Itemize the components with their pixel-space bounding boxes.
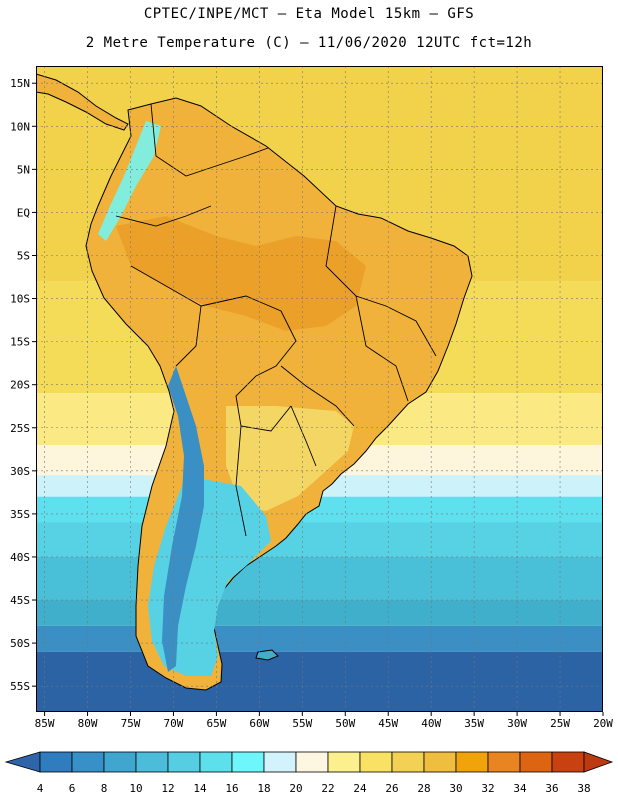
lon-label: 85W [35,717,55,730]
colorbar-label: 14 [193,782,207,795]
southern-brazil-region [226,406,354,511]
colorbar-label: 22 [321,782,334,795]
colorbar-label: 6 [69,782,76,795]
colorbar-label: 4 [37,782,44,795]
colorbar-swatch [199,751,233,773]
lon-label: 50W [335,717,355,730]
colorbar-label: 38 [577,782,590,795]
colorbar-label: 34 [513,782,527,795]
colorbar-swatch [135,751,169,773]
chart-subtitle: 2 Metre Temperature (C) – 11/06/2020 12U… [85,35,533,51]
lon-label: 30W [507,717,527,730]
lon-label: 55W [292,717,312,730]
andes-cold-strip [162,366,204,672]
lat-label: 35S [10,508,30,521]
lat-label: 45S [10,594,30,607]
colorbar-label: 16 [225,782,238,795]
ocean-band-10 [36,600,603,626]
colorbar-swatch [71,751,105,773]
colorbar-swatch [487,751,521,773]
lon-label: 20W [593,717,613,730]
lat-label: 15N [10,77,30,90]
lon-label: 75W [121,717,141,730]
colorbar-label: 28 [417,782,430,795]
lat-label: 25S [10,422,30,435]
lon-label: 70W [164,717,184,730]
chart-title: CPTEC/INPE/MCT – Eta Model 15km – GFS [143,6,475,22]
lat-label: 15S [10,336,30,349]
northern-andes [98,121,161,241]
lat-label: 10N [10,120,30,133]
colorbar-swatch [391,751,425,773]
color-legend: 4 6 8 10 12 14 16 18 20 22 24 26 28 30 32 34 36 38 [4,751,614,795]
colorbar-label: 18 [257,782,270,795]
ocean-band-12 [36,556,603,601]
central-america-land [36,73,129,131]
lat-label: 50S [10,637,30,650]
lat-label: 55S [10,680,30,693]
lon-label: 80W [78,717,98,730]
colorbar-swatch [167,751,201,773]
colorbar-label: 12 [161,782,174,795]
lat-label: 40S [10,551,30,564]
lat-label: 5S [17,249,30,262]
lat-label: 30S [10,465,30,478]
colorbar-swatch [551,751,585,773]
temperature-map [36,66,603,712]
ocean-band-6 [36,651,603,712]
colorbar-right-arrow [583,751,614,773]
amazon-warm-region [116,216,366,331]
colorbar-label: 20 [289,782,302,795]
colorbar-label: 8 [101,782,108,795]
colorbar-swatch [39,751,73,773]
ocean-band-14 [36,522,603,557]
colorbar-swatch [295,751,329,773]
lon-label: 60W [249,717,269,730]
lat-label: 20S [10,379,30,392]
falkland-islands [255,649,279,661]
lon-label: 65W [206,717,226,730]
lon-label: 40W [421,717,441,730]
colorbar-left-arrow [4,751,41,773]
colorbar-swatch [263,751,297,773]
colorbar-label: 36 [545,782,558,795]
colorbar-label: 32 [481,782,494,795]
lon-label: 25W [550,717,570,730]
colorbar-swatch [327,751,361,773]
ocean-band-8 [36,625,603,652]
lat-label: 5N [17,163,30,176]
colorbar-label: 24 [353,782,367,795]
colorbar-swatch [103,751,137,773]
lon-label: 35W [464,717,484,730]
lon-label: 45W [378,717,398,730]
colorbar-label: 10 [129,782,142,795]
colorbar-swatch [519,751,553,773]
colorbar-label: 26 [385,782,398,795]
colorbar-label: 30 [449,782,462,795]
lat-label: 10S [10,293,30,306]
colorbar-swatch [359,751,393,773]
colorbar-swatch [455,751,489,773]
lat-label: EQ [17,206,30,219]
colorbar-swatch [423,751,457,773]
colorbar-swatch [231,751,265,773]
